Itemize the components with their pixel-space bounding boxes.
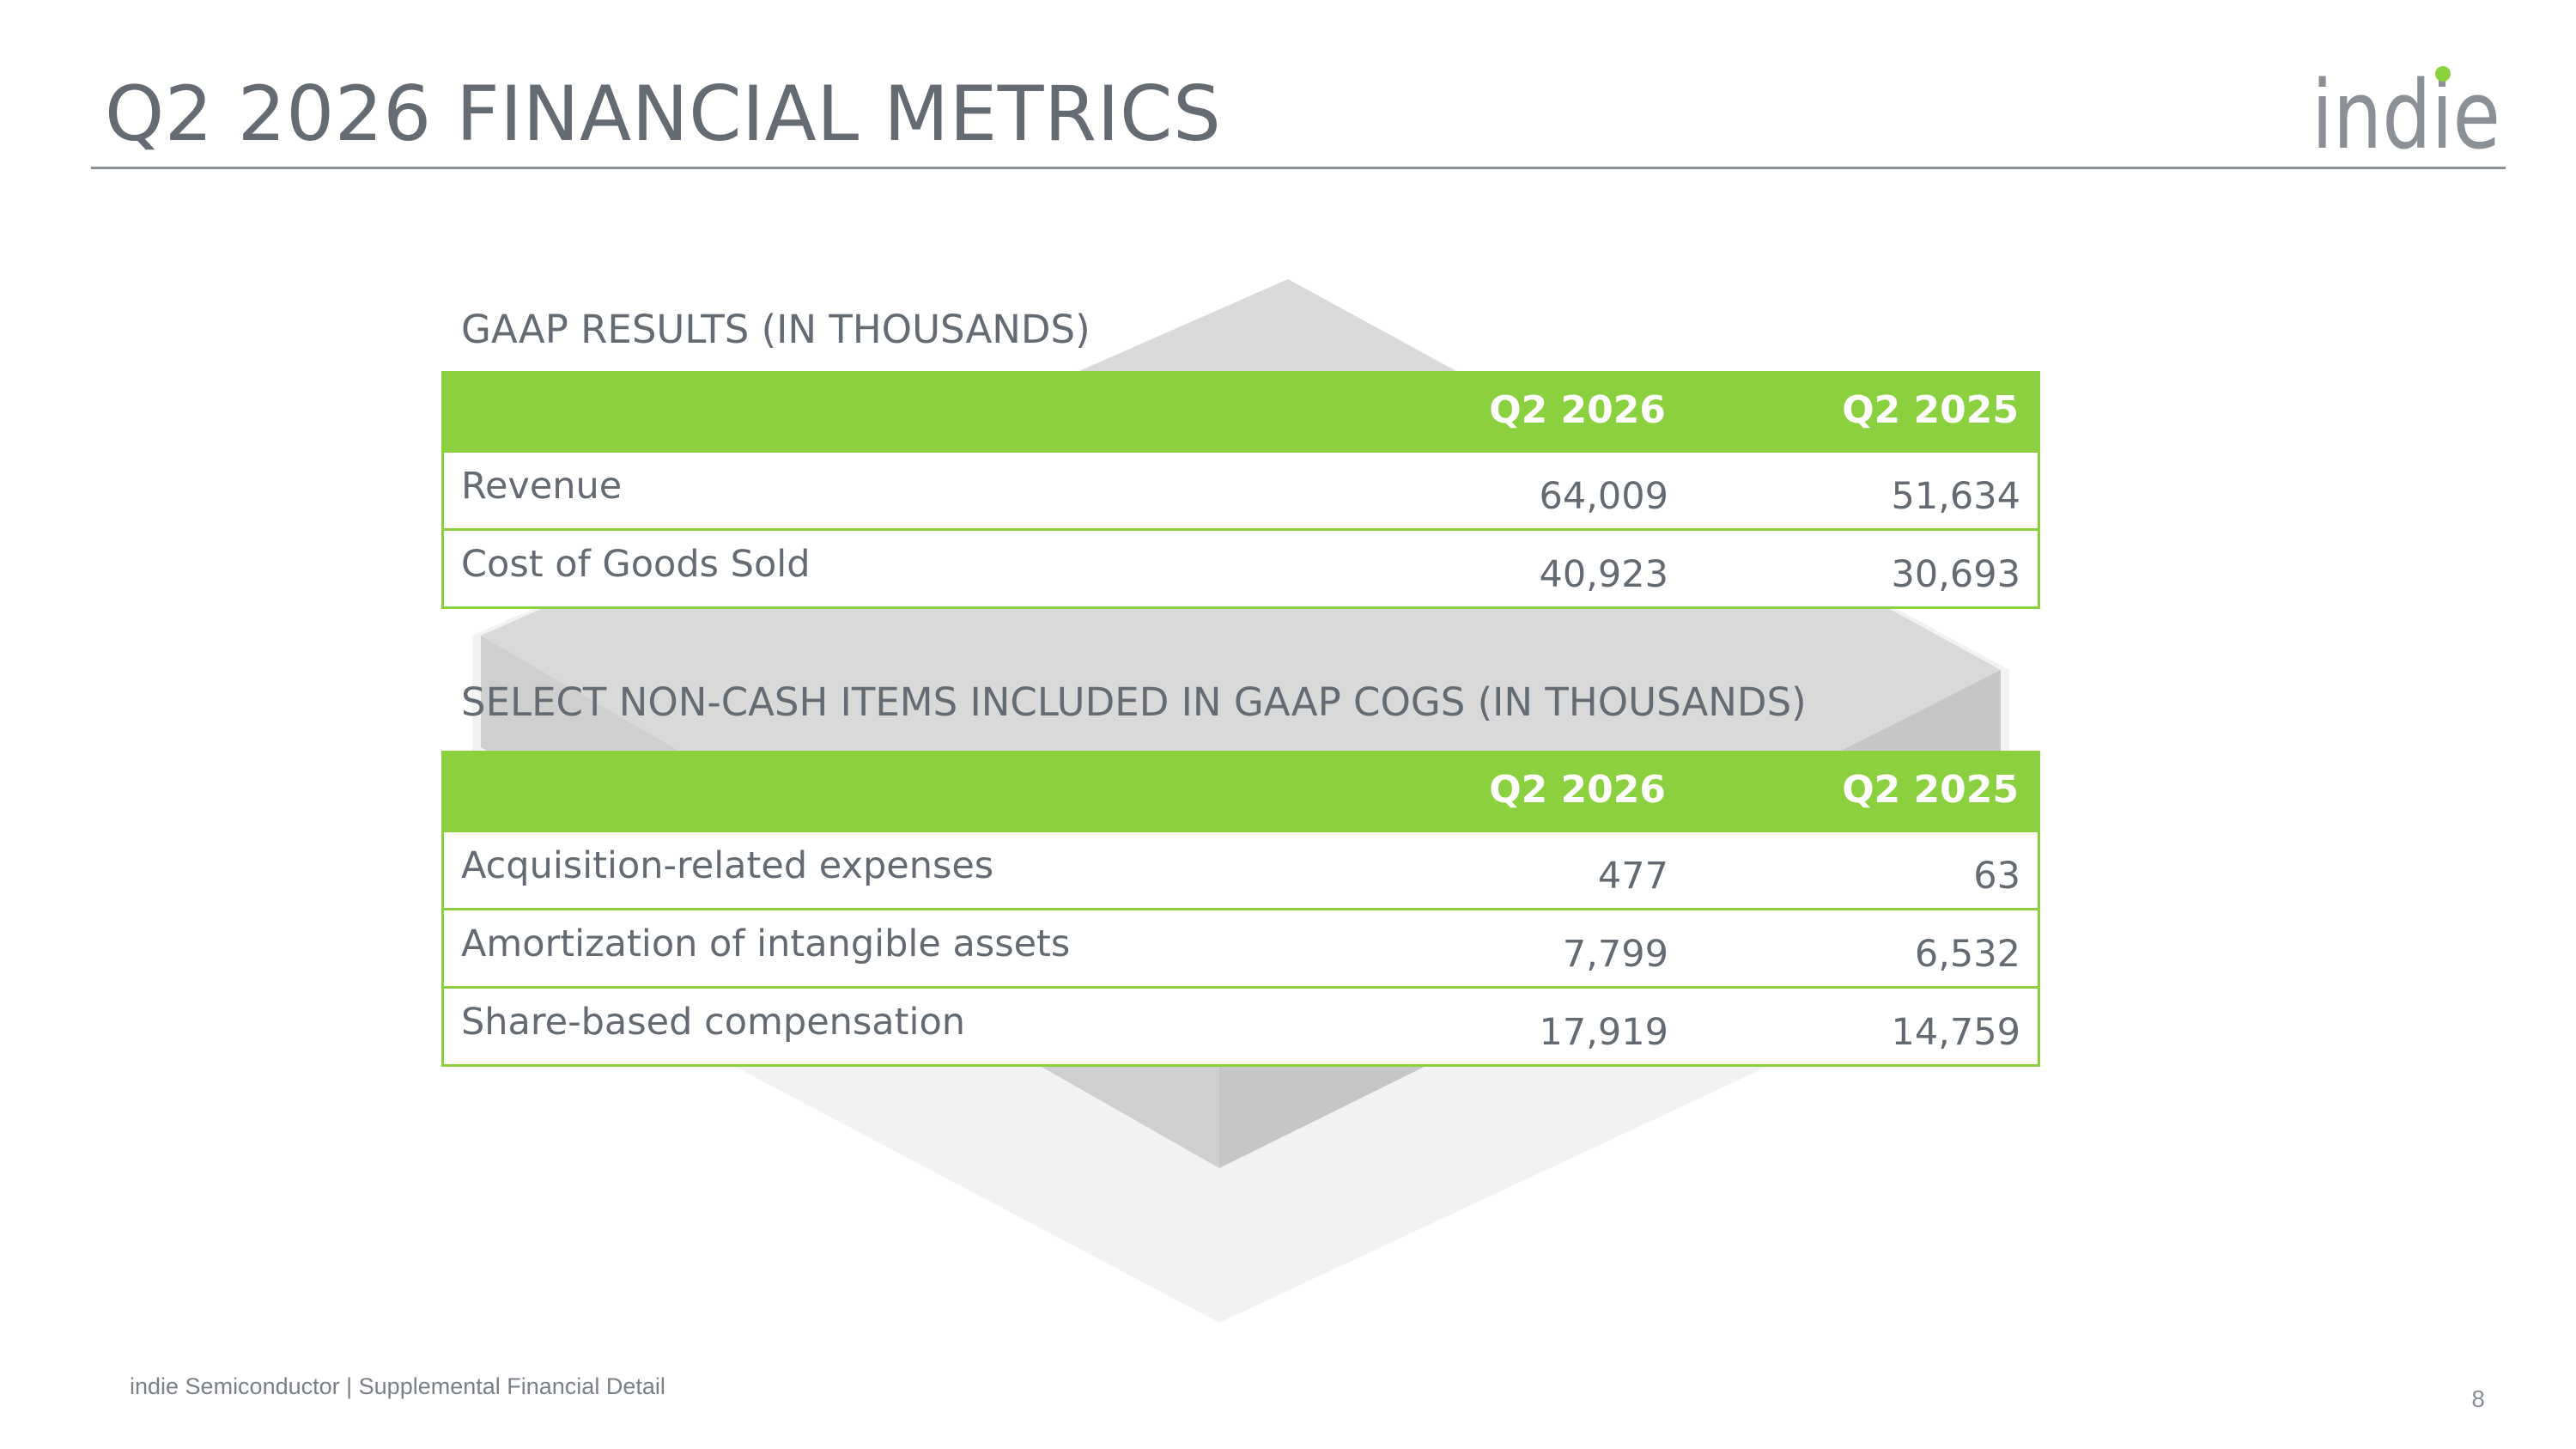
- cell-value: 477: [1597, 855, 1668, 898]
- cell-value: 17,919: [1539, 1011, 1668, 1054]
- row-label: Amortization of intangible assets: [461, 922, 1071, 965]
- column-header: Q2 2026: [1489, 768, 1666, 812]
- row-label: Cost of Goods Sold: [461, 543, 811, 586]
- cell-value: 63: [1973, 855, 2020, 898]
- table-row: Cost of Goods Sold 40,923 30,693: [444, 528, 2038, 606]
- cell-value: 64,009: [1539, 475, 1668, 518]
- cell-value: 51,634: [1891, 475, 2020, 518]
- footer-text: indie Semiconductor | Supplemental Finan…: [130, 1373, 665, 1399]
- gaap-table-title: GAAP RESULTS (IN THOUSANDS): [461, 307, 1091, 352]
- table-row: Amortization of intangible assets 7,799 …: [444, 908, 2038, 986]
- title-divider: [91, 167, 2506, 169]
- logo-wordmark: indie: [2312, 62, 2500, 156]
- cell-value: 14,759: [1891, 1011, 2020, 1054]
- row-label: Revenue: [461, 465, 623, 508]
- cell-value: 40,923: [1539, 553, 1668, 596]
- cell-value: 6,532: [1914, 933, 2020, 976]
- row-label: Share-based compensation: [461, 1001, 966, 1044]
- page-number: 8: [2471, 1385, 2485, 1412]
- table-row: Revenue 64,009 51,634: [444, 450, 2038, 528]
- column-header: Q2 2026: [1489, 388, 1666, 432]
- table-row: Share-based compensation 17,919 14,759: [444, 986, 2038, 1064]
- page-title: Q2 2026 FINANCIAL METRICS: [105, 70, 1222, 158]
- column-header: Q2 2025: [1842, 388, 2019, 432]
- table-row: Acquisition-related expenses 477 63: [444, 830, 2038, 908]
- table-header-row: Q2 2026 Q2 2025: [441, 751, 2040, 830]
- gaap-results-table: Q2 2026 Q2 2025 Revenue 64,009 51,634 Co…: [441, 371, 2040, 609]
- row-label: Acquisition-related expenses: [461, 844, 994, 887]
- cell-value: 30,693: [1891, 553, 2020, 596]
- table-header-row: Q2 2026 Q2 2025: [441, 371, 2040, 450]
- noncash-table-title: SELECT NON-CASH ITEMS INCLUDED IN GAAP C…: [461, 679, 1807, 725]
- noncash-items-table: Q2 2026 Q2 2025 Acquisition-related expe…: [441, 751, 2040, 1067]
- column-header: Q2 2025: [1842, 768, 2019, 812]
- logo-dot-icon: [2435, 66, 2451, 82]
- indie-logo: indie: [2312, 62, 2500, 156]
- cell-value: 7,799: [1562, 933, 1668, 976]
